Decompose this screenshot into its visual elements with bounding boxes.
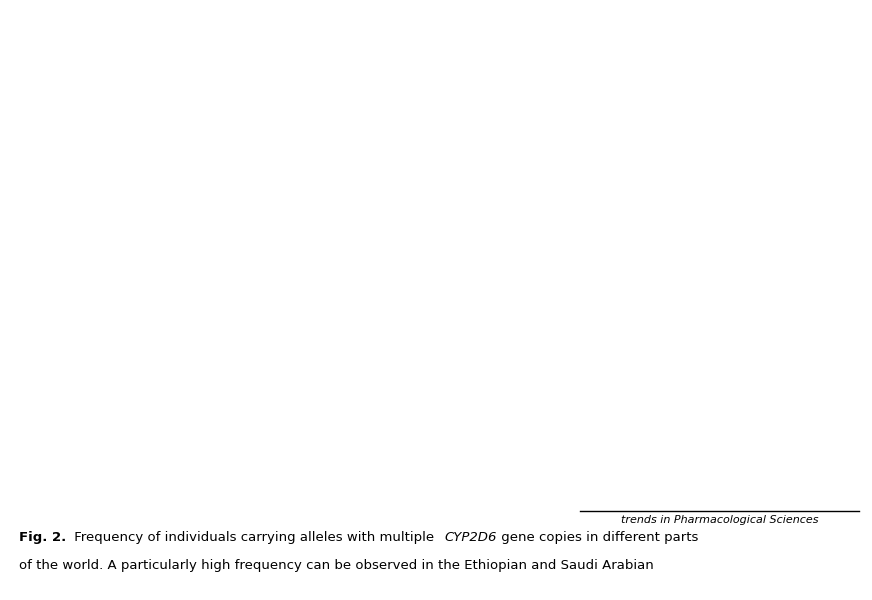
Text: Frequency of individuals carrying alleles with multiple: Frequency of individuals carrying allele…	[70, 531, 438, 544]
Text: of the world. A particularly high frequency can be observed in the Ethiopian and: of the world. A particularly high freque…	[19, 559, 654, 572]
Text: trends in Pharmacological Sciences: trends in Pharmacological Sciences	[621, 515, 818, 525]
Text: gene copies in different parts: gene copies in different parts	[497, 531, 698, 544]
Text: CYP2D6: CYP2D6	[445, 531, 497, 544]
Text: Fig. 2.: Fig. 2.	[19, 531, 66, 544]
